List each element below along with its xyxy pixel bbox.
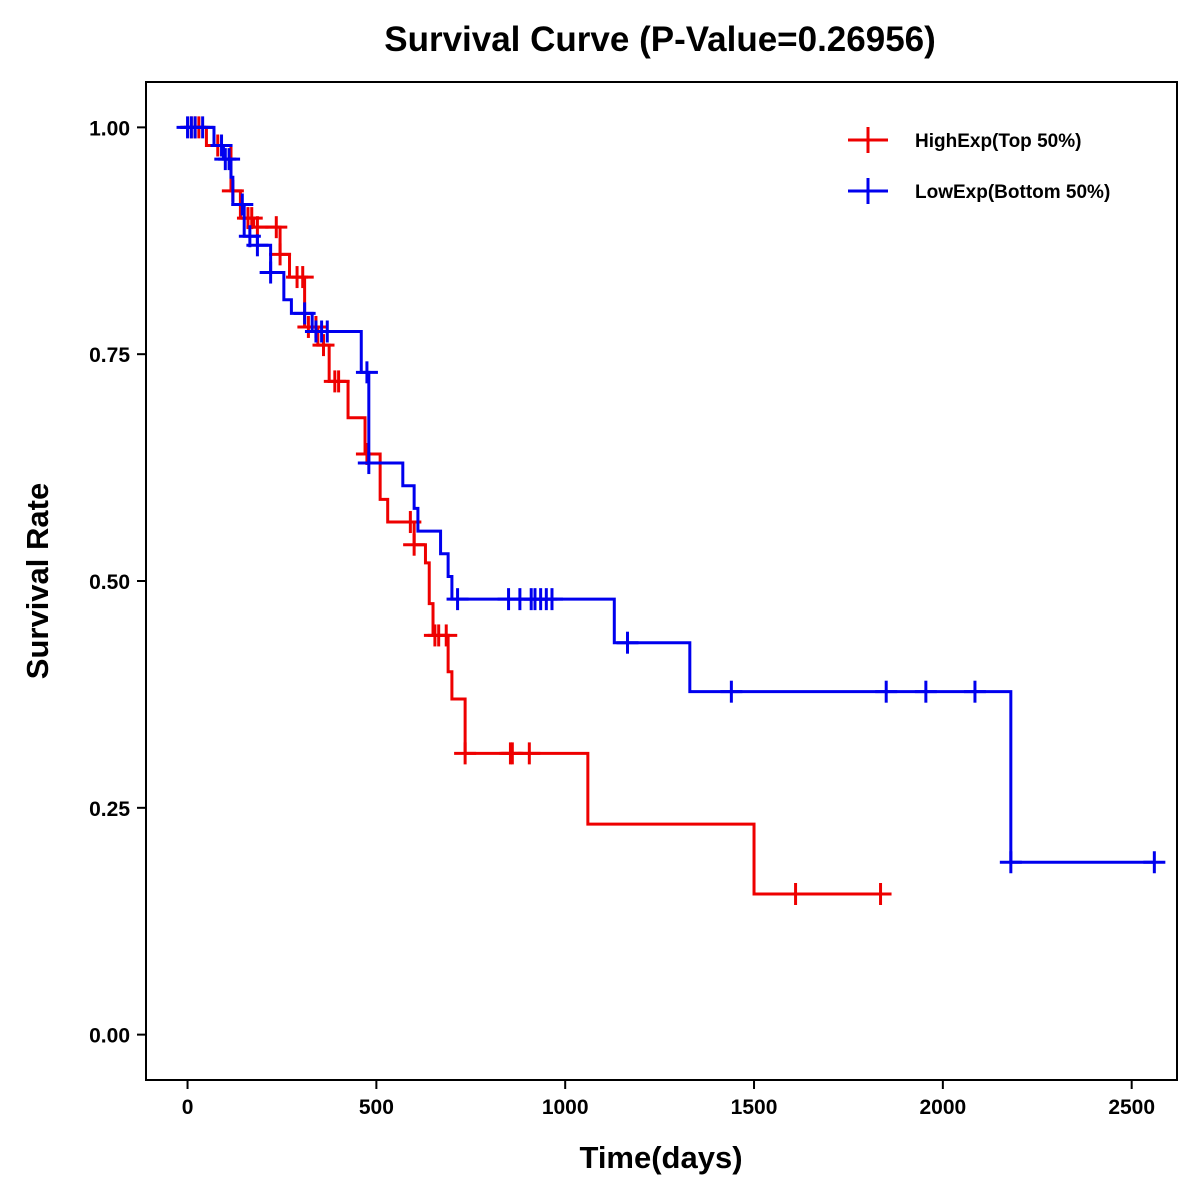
x-tick-label-2500: 2500 [1108, 1096, 1155, 1119]
x-tick-label-2000: 2000 [919, 1096, 966, 1119]
x-tick-label-0: 0 [182, 1096, 194, 1119]
plot-frame [145, 81, 1178, 1081]
survival-curve-low [187, 125, 1155, 864]
y-tick-label-1.00: 1.00 [89, 117, 130, 140]
x-axis-title: Time(days) [579, 1140, 742, 1175]
y-tick-label-0.00: 0.00 [89, 1025, 130, 1048]
x-tick-label-1000: 1000 [542, 1096, 589, 1119]
legend-item-high: HighExp(Top 50%) [848, 127, 1081, 153]
legend-label-high: HighExp(Top 50%) [915, 131, 1081, 152]
legend-item-low: LowExp(Bottom 50%) [848, 178, 1110, 204]
y-axis-title: Survival Rate [20, 483, 55, 679]
y-tick-label-0.75: 0.75 [89, 344, 130, 367]
y-tick-label-0.50: 0.50 [89, 571, 130, 594]
y-tick-label-0.25: 0.25 [89, 798, 130, 821]
chart-title: Survival Curve (P-Value=0.26956) [384, 20, 936, 59]
series-high [180, 116, 892, 906]
series-layer [176, 116, 1166, 906]
x-tick-label-1500: 1500 [731, 1096, 778, 1119]
legend-label-low: LowExp(Bottom 50%) [915, 182, 1110, 203]
x-axis: 0 500 1000 1500 2000 2500 [182, 1080, 1155, 1119]
x-tick-label-500: 500 [359, 1096, 394, 1119]
y-axis: 0.00 0.25 0.50 0.75 1.00 [89, 117, 146, 1048]
series-low [176, 116, 1166, 874]
survival-curve-high [187, 125, 887, 896]
legend: HighExp(Top 50%) LowExp(Bottom 50%) [848, 127, 1110, 204]
